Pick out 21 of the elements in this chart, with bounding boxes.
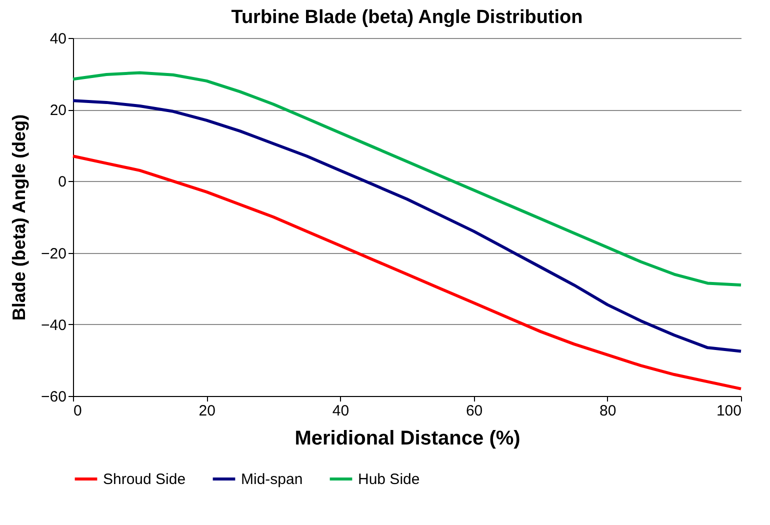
y-tick-label: 40 [50,30,66,48]
y-tick-label: −20 [41,245,66,262]
y-tick-label: −40 [41,316,66,334]
line-series [72,99,742,353]
x-axis-title: Meridional Distance (%) [294,428,520,450]
x-tick-label: 40 [332,402,350,420]
y-tick-label: 20 [50,102,66,120]
y-axis-title: Blade (beta) Angle (deg) [9,114,30,321]
x-tick-label: 60 [466,402,483,420]
x-tick-label: 20 [198,402,216,420]
line-series [72,154,742,390]
legend-label: Hub Side [358,471,420,488]
x-tick-label: 80 [600,402,616,420]
legend-label: Mid-span [241,471,303,488]
legend-label: Shroud Side [103,471,186,488]
y-tick-label: −60 [41,388,66,406]
x-tick-label: 100 [716,402,742,420]
line-series [72,71,742,287]
x-tick-label: 0 [74,402,82,420]
chart-title: Turbine Blade (beta) Angle Distribution [231,7,583,28]
y-tick-label: 0 [58,174,66,191]
